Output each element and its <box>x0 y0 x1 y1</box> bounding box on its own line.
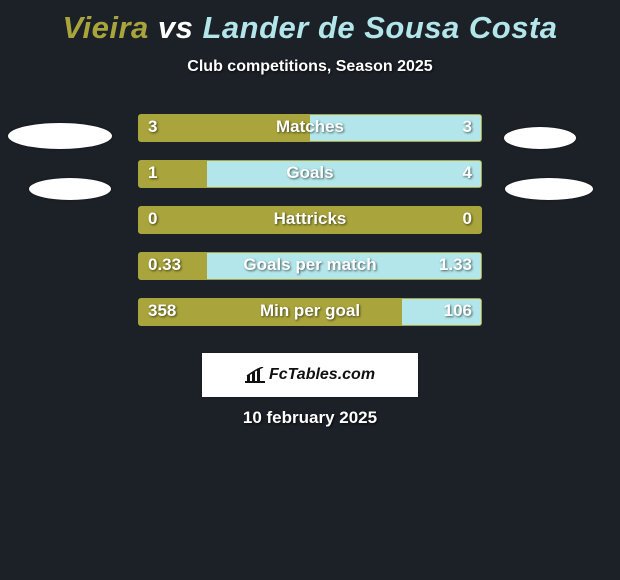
subtitle: Club competitions, Season 2025 <box>0 58 620 76</box>
photo-ellipse-left <box>8 123 112 149</box>
bar-frame <box>138 160 482 188</box>
player-a-name: Vieira <box>62 10 148 45</box>
bar-left-fill <box>139 253 207 279</box>
branding-badge: FcTables.com <box>202 353 418 397</box>
bar-left-fill <box>139 115 310 141</box>
bar-left-fill <box>139 161 207 187</box>
bar-left-fill <box>139 299 402 325</box>
page-title: Vieira vs Lander de Sousa Costa <box>0 0 620 46</box>
bar-right-fill <box>207 161 481 187</box>
bar-frame <box>138 252 482 280</box>
bar-right-fill <box>402 299 481 325</box>
comparison-infographic: Vieira vs Lander de Sousa Costa Club com… <box>0 0 620 580</box>
stat-row: Hattricks00 <box>0 206 620 236</box>
bar-frame <box>138 206 482 234</box>
player-b-name: Lander de Sousa Costa <box>203 10 558 45</box>
chart-icon <box>245 367 265 383</box>
stat-row: Min per goal358106 <box>0 298 620 328</box>
stat-row: Goals per match0.331.33 <box>0 252 620 282</box>
vs-separator: vs <box>149 10 203 45</box>
photo-ellipse-right <box>504 127 576 149</box>
branding-text: FcTables.com <box>269 366 375 384</box>
date-label: 10 february 2025 <box>0 408 620 428</box>
photo-ellipse-right <box>505 178 593 200</box>
bar-frame <box>138 114 482 142</box>
bar-right-fill <box>207 253 481 279</box>
bar-left-fill <box>139 207 481 233</box>
bar-frame <box>138 298 482 326</box>
photo-ellipse-left <box>29 178 111 200</box>
bar-right-fill <box>310 115 481 141</box>
